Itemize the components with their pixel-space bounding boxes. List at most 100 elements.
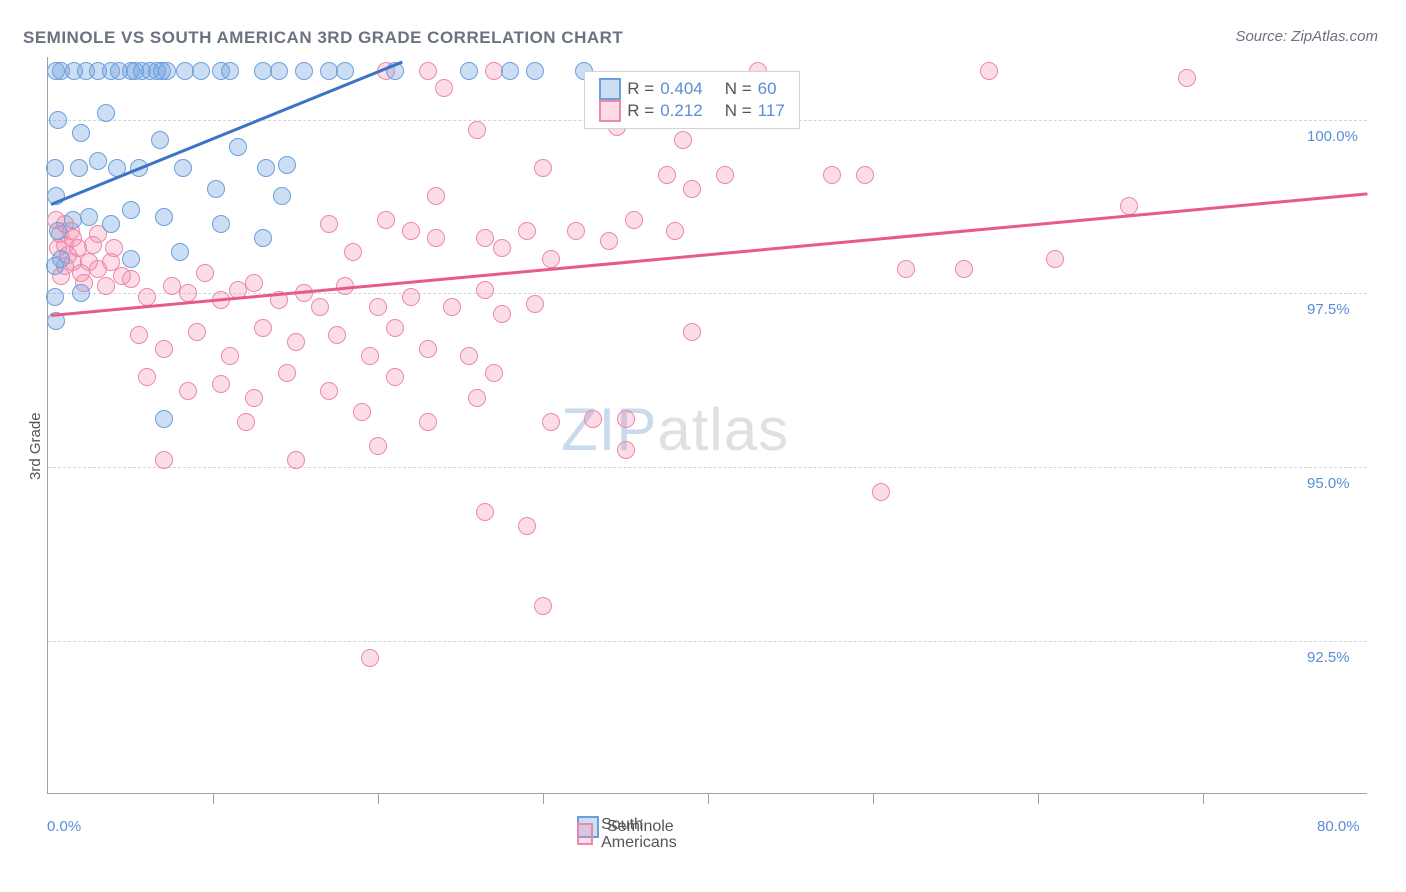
scatter-point xyxy=(72,284,90,302)
scatter-point xyxy=(122,250,140,268)
legend-n-label: N = xyxy=(725,101,752,121)
x-tick-mark xyxy=(213,794,214,804)
scatter-point xyxy=(278,156,296,174)
scatter-point xyxy=(245,389,263,407)
scatter-point xyxy=(476,281,494,299)
scatter-point xyxy=(229,138,247,156)
scatter-point xyxy=(122,201,140,219)
scatter-point xyxy=(287,451,305,469)
x-tick-mark xyxy=(378,794,379,804)
scatter-point xyxy=(254,229,272,247)
y-tick-label: 95.0% xyxy=(1307,475,1350,492)
scatter-point xyxy=(856,166,874,184)
source-attribution: Source: ZipAtlas.com xyxy=(1235,28,1378,45)
scatter-point xyxy=(49,111,67,129)
scatter-point xyxy=(155,410,173,428)
scatter-point xyxy=(336,62,354,80)
scatter-point xyxy=(270,62,288,80)
scatter-point xyxy=(542,250,560,268)
scatter-point xyxy=(130,326,148,344)
scatter-point xyxy=(207,180,225,198)
scatter-point xyxy=(46,159,64,177)
scatter-point xyxy=(221,347,239,365)
scatter-point xyxy=(955,260,973,278)
scatter-point xyxy=(212,215,230,233)
stats-legend: R =0.404N =60R =0.212N =117 xyxy=(584,71,800,129)
scatter-point xyxy=(468,389,486,407)
scatter-point xyxy=(138,288,156,306)
scatter-point xyxy=(443,298,461,316)
scatter-point xyxy=(278,364,296,382)
scatter-point xyxy=(1046,250,1064,268)
watermark-part2: atlas xyxy=(657,396,789,463)
scatter-point xyxy=(460,347,478,365)
scatter-point xyxy=(361,649,379,667)
scatter-point xyxy=(683,323,701,341)
watermark-part1: ZIP xyxy=(561,396,657,463)
scatter-point xyxy=(361,347,379,365)
scatter-point xyxy=(320,382,338,400)
scatter-point xyxy=(980,62,998,80)
scatter-point xyxy=(485,364,503,382)
scatter-point xyxy=(155,208,173,226)
y-tick-label: 97.5% xyxy=(1307,301,1350,318)
scatter-point xyxy=(179,382,197,400)
legend-r-label: R = xyxy=(627,101,654,121)
scatter-point xyxy=(386,368,404,386)
scatter-point xyxy=(158,62,176,80)
scatter-point xyxy=(369,437,387,455)
x-tick-mark xyxy=(873,794,874,804)
legend-swatch xyxy=(577,823,593,845)
x-tick-mark xyxy=(1203,794,1204,804)
scatter-point xyxy=(526,62,544,80)
scatter-point xyxy=(1178,69,1196,87)
scatter-point xyxy=(369,298,387,316)
scatter-point xyxy=(188,323,206,341)
scatter-point xyxy=(344,243,362,261)
scatter-point xyxy=(493,305,511,323)
scatter-point xyxy=(823,166,841,184)
scatter-point xyxy=(84,236,102,254)
scatter-point xyxy=(64,211,82,229)
scatter-point xyxy=(683,180,701,198)
scatter-point xyxy=(163,277,181,295)
scatter-point xyxy=(212,375,230,393)
legend-n-value: 117 xyxy=(758,101,785,121)
stats-legend-row: R =0.212N =117 xyxy=(599,100,785,122)
legend-series-label: South Americans xyxy=(601,816,682,852)
bottom-legend-item: South Americans xyxy=(577,816,683,852)
gridline-h xyxy=(48,467,1367,468)
scatter-point xyxy=(192,62,210,80)
scatter-point xyxy=(174,159,192,177)
legend-swatch xyxy=(599,100,621,122)
y-tick-label: 92.5% xyxy=(1307,649,1350,666)
scatter-point xyxy=(402,288,420,306)
scatter-point xyxy=(102,215,120,233)
scatter-point xyxy=(501,62,519,80)
y-tick-label: 100.0% xyxy=(1307,128,1358,145)
scatter-point xyxy=(485,62,503,80)
scatter-point xyxy=(567,222,585,240)
scatter-point xyxy=(72,124,90,142)
stats-legend-row: R =0.404N =60 xyxy=(599,78,785,100)
y-axis-label: 3rd Grade xyxy=(27,412,44,480)
scatter-point xyxy=(658,166,676,184)
scatter-point xyxy=(897,260,915,278)
watermark: ZIPatlas xyxy=(561,395,789,464)
scatter-point xyxy=(97,277,115,295)
scatter-point xyxy=(584,410,602,428)
scatter-point xyxy=(89,152,107,170)
scatter-point xyxy=(534,597,552,615)
scatter-point xyxy=(625,211,643,229)
scatter-point xyxy=(46,257,64,275)
x-tick-label: 0.0% xyxy=(47,818,81,835)
scatter-point xyxy=(151,131,169,149)
scatter-point xyxy=(600,232,618,250)
x-tick-label: 80.0% xyxy=(1317,818,1360,835)
scatter-point xyxy=(105,239,123,257)
scatter-point xyxy=(311,298,329,316)
scatter-point xyxy=(113,267,131,285)
scatter-point xyxy=(155,451,173,469)
trend-line xyxy=(51,61,404,206)
scatter-point xyxy=(221,62,239,80)
